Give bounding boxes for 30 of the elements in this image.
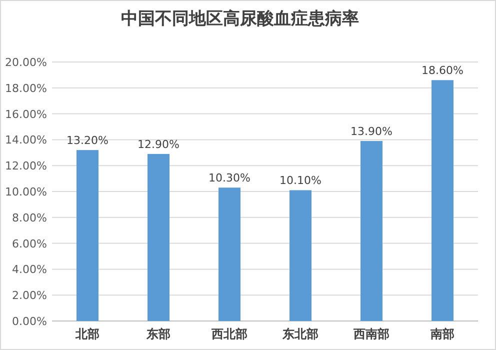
x-tick-label: 东部 (146, 327, 170, 341)
bar (432, 80, 454, 321)
y-tick-label: 18.00% (5, 82, 47, 95)
x-tick-label: 北部 (74, 327, 100, 341)
data-label: 13.90% (350, 124, 392, 138)
chart-title: 中国不同地区高尿酸血症患病率 (121, 9, 359, 29)
x-tick-label: 东北部 (282, 327, 318, 341)
bar (148, 154, 170, 321)
y-tick-label: 10.00% (5, 186, 47, 198)
x-tick-label: 西北部 (210, 327, 248, 341)
data-label: 10.10% (280, 174, 322, 188)
data-label: 10.30% (208, 172, 250, 185)
x-tick-label: 西南部 (352, 327, 390, 341)
bar (290, 190, 312, 321)
y-tick-label: 4.00% (12, 263, 47, 276)
data-label: 18.60% (422, 64, 464, 78)
y-tick-label: 8.00% (12, 211, 47, 224)
y-tick-label: 20.00% (5, 56, 47, 69)
y-tick-label: 0.00% (12, 315, 47, 328)
bar (218, 188, 240, 321)
data-label: 12.90% (138, 138, 180, 151)
y-tick-label: 16.00% (5, 108, 47, 121)
bar (76, 150, 98, 321)
y-tick-label: 2.00% (12, 289, 47, 302)
y-tick-label: 6.00% (12, 237, 47, 250)
data-label: 13.20% (66, 134, 108, 148)
y-tick-label: 12.00% (5, 160, 47, 173)
y-tick-label: 14.00% (5, 134, 47, 147)
bar (360, 140, 382, 321)
x-tick-label: 南部 (430, 327, 454, 341)
